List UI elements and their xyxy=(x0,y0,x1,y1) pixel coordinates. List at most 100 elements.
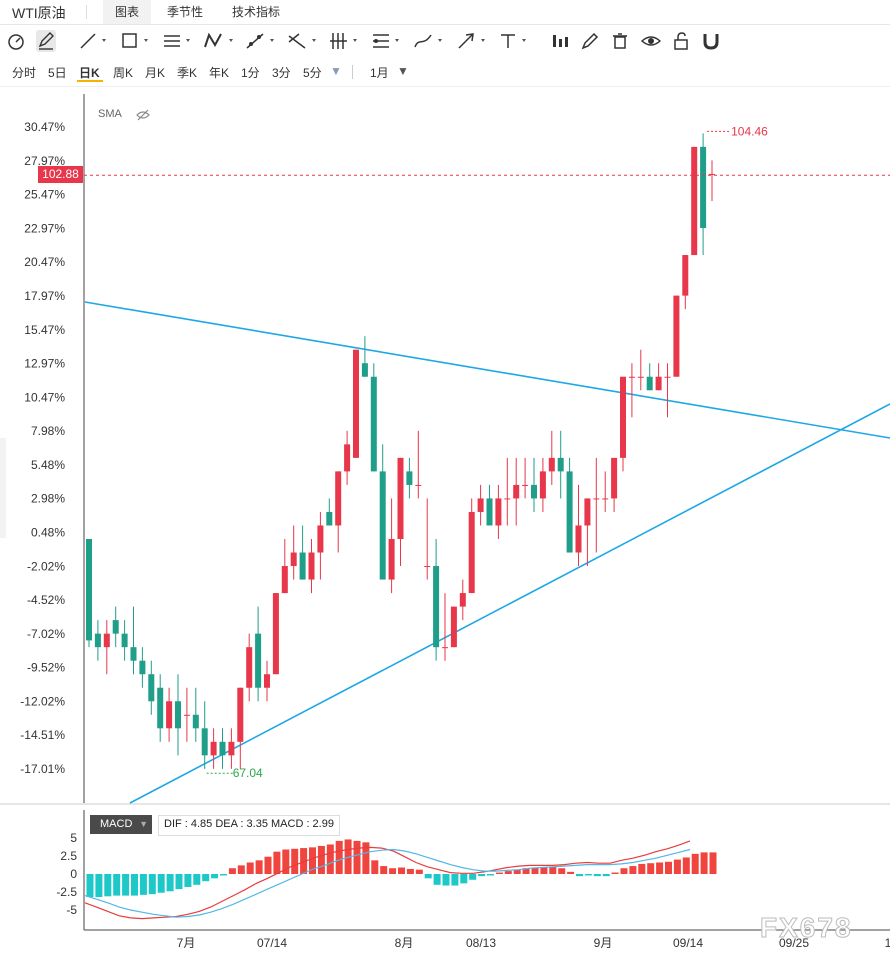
candle-body xyxy=(103,633,110,648)
candle-body xyxy=(459,593,466,607)
tab-seasonality[interactable]: 季节性 xyxy=(167,5,204,19)
macd-histogram-bar xyxy=(148,874,156,895)
rect-icon[interactable] xyxy=(120,30,154,52)
candle-body xyxy=(664,376,671,378)
pen-icon[interactable] xyxy=(36,30,56,52)
candle-body xyxy=(353,349,359,458)
candle-body xyxy=(237,687,244,742)
macd-indicator-select[interactable]: MACD ▼ xyxy=(90,815,152,834)
y-tick-label: 27.97% xyxy=(24,154,65,168)
macd-histogram-bar xyxy=(326,844,334,874)
macd-histogram-bar xyxy=(451,874,459,886)
tab-chart[interactable]: 图表 xyxy=(103,0,152,24)
x-tick-label: 7月 xyxy=(177,936,196,950)
period-more-dropdown-icon[interactable]: ▼ xyxy=(330,64,342,78)
macd-histogram-bar xyxy=(122,874,130,896)
macd-histogram-bar xyxy=(211,874,219,879)
period-intraday[interactable]: 分时 xyxy=(12,66,37,80)
candle-body xyxy=(308,552,315,580)
period-weekly[interactable]: 周K xyxy=(113,66,134,80)
period-monthly[interactable]: 月K xyxy=(145,66,166,80)
arrow-icon[interactable] xyxy=(456,30,490,52)
macd-histogram-bar xyxy=(424,874,432,879)
candle-body xyxy=(468,511,475,594)
candle-body xyxy=(299,552,306,580)
macd-histogram-bar xyxy=(691,853,699,874)
ray-icon[interactable] xyxy=(245,30,279,52)
macd-histogram-bar xyxy=(682,857,690,874)
period-daily[interactable]: 日K xyxy=(79,66,100,80)
bar-chart-icon[interactable] xyxy=(550,30,570,52)
candle-body xyxy=(522,484,529,486)
x-tick-label: 9月 xyxy=(594,936,613,950)
period-1month-dropdown-icon[interactable]: ▼ xyxy=(397,64,409,78)
instrument-title: WTI原油 xyxy=(12,5,66,21)
macd-y-tick-label: -5 xyxy=(66,903,77,917)
candle-body xyxy=(513,484,520,499)
gauge-icon[interactable] xyxy=(6,30,26,52)
macd-histogram-bar xyxy=(380,866,388,874)
trash-icon[interactable] xyxy=(610,30,630,52)
fib-icon[interactable] xyxy=(371,30,405,52)
macd-histogram-bar xyxy=(576,874,583,877)
y-tick-label: -12.02% xyxy=(20,695,65,709)
macd-histogram-bar xyxy=(558,868,566,874)
y-tick-label: 7.98% xyxy=(31,424,65,438)
hidden-eye-icon[interactable] xyxy=(136,108,150,126)
brush-icon[interactable] xyxy=(413,30,447,52)
x-tick-label: 09/14 xyxy=(673,936,703,950)
period-5min[interactable]: 5分 xyxy=(303,66,322,80)
sma-label[interactable]: SMA xyxy=(98,108,122,120)
tab-technical-indicators[interactable]: 技术指标 xyxy=(232,5,281,19)
cross-lines-icon[interactable] xyxy=(287,30,321,52)
parallel-lines-icon[interactable] xyxy=(162,30,196,52)
macd-histogram-bar xyxy=(139,874,147,895)
macd-histogram-bar xyxy=(317,845,325,874)
left-panel-grip[interactable] xyxy=(0,438,6,538)
period-3min[interactable]: 3分 xyxy=(272,66,291,80)
macd-y-tick-label: 0 xyxy=(70,867,77,881)
unlock-icon[interactable] xyxy=(671,30,691,52)
vertical-lines-icon[interactable] xyxy=(329,30,363,52)
macd-histogram-bar xyxy=(184,874,192,887)
active-period-underline xyxy=(77,80,103,82)
candle-body xyxy=(557,457,564,472)
macd-histogram-bar xyxy=(353,840,361,874)
period-1month-select[interactable]: 1月 xyxy=(370,66,389,80)
macd-histogram-bar xyxy=(282,849,290,874)
candle-body xyxy=(637,376,644,378)
candle-body xyxy=(201,728,208,756)
macd-histogram-bar xyxy=(584,874,592,876)
macd-histogram-bar xyxy=(442,874,450,886)
macd-histogram-bar xyxy=(309,847,316,874)
candle-body xyxy=(344,444,351,472)
drawing-toolbar xyxy=(0,26,890,56)
magnet-icon[interactable] xyxy=(701,30,721,52)
macd-histogram-bar xyxy=(504,871,512,874)
period-1min[interactable]: 1分 xyxy=(241,66,260,80)
macd-y-tick-label: 2.5 xyxy=(60,849,77,863)
eye-icon[interactable] xyxy=(640,30,662,52)
x-tick-label: 09/25 xyxy=(779,936,809,950)
y-tick-label: 12.97% xyxy=(24,357,65,371)
candle-body xyxy=(673,295,680,377)
macd-y-tick-label: -2.5 xyxy=(56,885,77,899)
line-icon[interactable] xyxy=(78,30,110,52)
pencil-icon[interactable] xyxy=(580,30,600,52)
text-icon[interactable] xyxy=(498,30,532,52)
macd-values-readout: DIF : 4.85 DEA : 3.35 MACD : 2.99 xyxy=(158,815,340,836)
y-tick-label: 20.47% xyxy=(24,255,65,269)
zigzag-icon[interactable] xyxy=(203,30,237,52)
candle-body xyxy=(433,566,440,648)
period-5day[interactable]: 5日 xyxy=(48,66,67,80)
macd-histogram-bar xyxy=(487,874,494,876)
macd-histogram-bar xyxy=(495,872,503,874)
macd-histogram-bar xyxy=(398,867,405,874)
x-tick-label: 07/14 xyxy=(257,936,287,950)
period-yearly[interactable]: 年K xyxy=(209,66,230,80)
candle-body xyxy=(504,498,511,500)
candle-body xyxy=(94,633,101,648)
macd-dropdown-icon[interactable]: ▼ xyxy=(139,819,148,829)
macd-histogram-bar xyxy=(104,874,112,897)
period-quarterly[interactable]: 季K xyxy=(177,66,198,80)
